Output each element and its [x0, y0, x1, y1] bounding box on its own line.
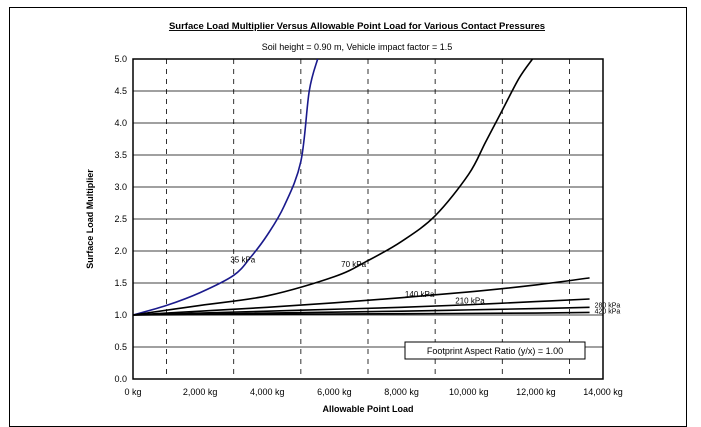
x-tick-label: 8,000 kg: [384, 387, 419, 397]
y-tick-label: 1.5: [114, 278, 127, 288]
y-axis-label: Surface Load Multiplier: [85, 169, 95, 269]
y-tick-label: 1.0: [114, 310, 127, 320]
y-tick-label: 4.5: [114, 86, 127, 96]
series-line-35-kpa: [132, 58, 319, 316]
x-tick-label: 14,000 kg: [583, 387, 623, 397]
chart-svg: Surface Load Multiplier Versus Allowable…: [85, 21, 623, 414]
series-line-210-kpa: [132, 298, 590, 316]
series-label: 70 kPa: [341, 260, 366, 269]
x-tick-label: 12,000 kg: [516, 387, 556, 397]
plot-area: [132, 58, 604, 380]
y-tick-label: 0.5: [114, 342, 127, 352]
series-label: 35 kPa: [230, 256, 255, 265]
chart-subtitle: Soil height = 0.90 m, Vehicle impact fac…: [262, 42, 453, 52]
y-tick-label: 5.0: [114, 54, 127, 64]
series-layer: [132, 58, 590, 316]
y-tick-label: 3.0: [114, 182, 127, 192]
series-label: 280 kPa: [595, 302, 621, 309]
x-tick-label: 4,000 kg: [250, 387, 285, 397]
y-tick-label: 4.0: [114, 118, 127, 128]
y-tick-label: 2.0: [114, 246, 127, 256]
y-tick-label: 0.0: [114, 374, 127, 384]
series-line-280-kpa: [132, 306, 590, 316]
annotation-box-frame: [404, 341, 586, 360]
chart-title: Surface Load Multiplier Versus Allowable…: [169, 21, 545, 32]
y-tick-label: 2.5: [114, 214, 127, 224]
series-line-70-kpa: [132, 58, 534, 316]
series-line-420-kpa: [132, 311, 590, 316]
series-label: 140 kPa: [405, 290, 435, 299]
x-tick-label: 0 kg: [124, 387, 141, 397]
tick-layer: 0.0 0.5 1.0 1.5 2.0 2.5 3.0 3.5 4.0 4.5 5.0 0 kg 2,0…: [114, 54, 622, 397]
x-tick-label: 10,000 kg: [449, 387, 489, 397]
y-tick-label: 3.5: [114, 150, 127, 160]
x-axis-label: Allowable Point Load: [322, 404, 413, 414]
annotation-box: Footprint Aspect Ratio (y/x) = 1.00: [404, 341, 586, 360]
annotation-text: Footprint Aspect Ratio (y/x) = 1.00: [427, 346, 563, 356]
grid: [133, 59, 603, 379]
series-label: 210 kPa: [455, 296, 485, 305]
series-label: 420 kPa: [595, 309, 621, 316]
x-tick-label: 2,000 kg: [183, 387, 218, 397]
series-line-140-kpa: [132, 277, 590, 316]
x-tick-label: 6,000 kg: [317, 387, 352, 397]
